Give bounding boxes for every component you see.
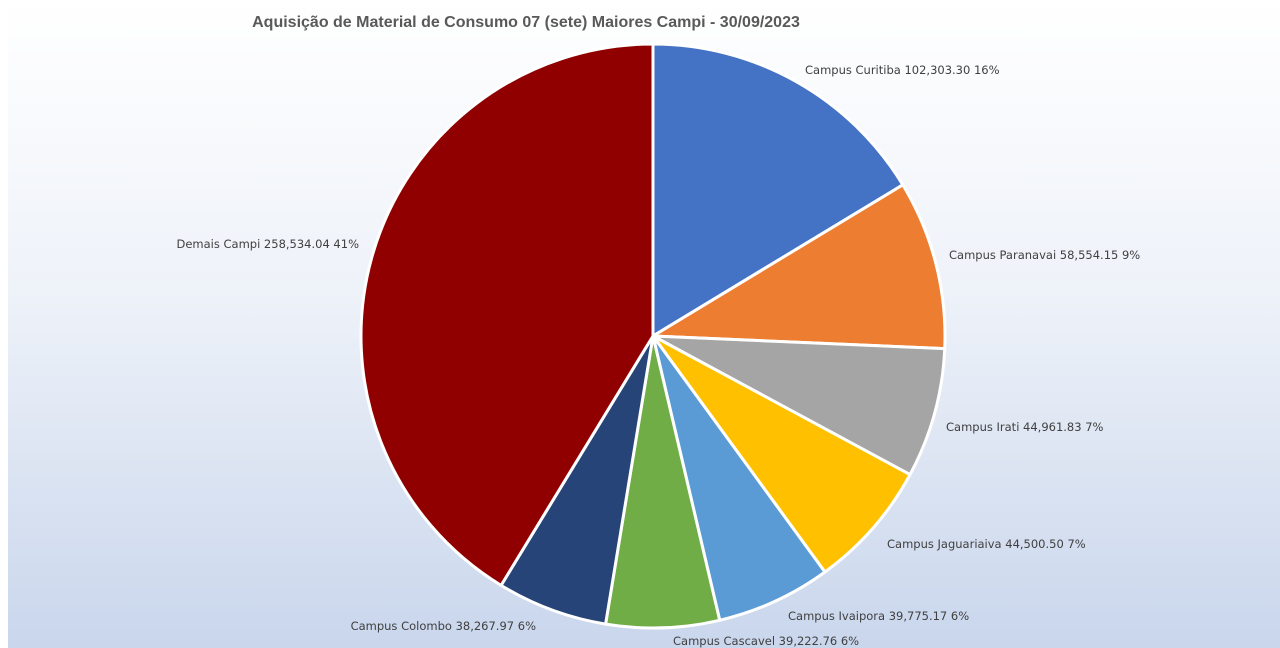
data-label-campus-colombo: Campus Colombo 38,267.97 6% [351, 619, 537, 633]
data-label-campus-jaguariaiva: Campus Jaguariaiva 44,500.50 7% [887, 537, 1086, 551]
chart-title: Aquisição de Material de Consumo 07 (set… [252, 14, 800, 31]
pie-chart: Campus Curitiba 102,303.30 16% Campus Par… [176, 42, 1140, 648]
pie-slice-campus-cascavel [604, 334, 722, 630]
data-label-campus-cascavel: Campus Cascavel 39,222.76 6% [673, 634, 859, 648]
pie-slice-campus-curitiba [651, 42, 905, 338]
data-label-demais-campi: Demais Campi 258,534.04 41% [176, 237, 359, 251]
pie-slice-campus-jaguariaiva [651, 334, 912, 574]
pie-slice-campus-ivaipora [651, 334, 827, 622]
data-label-campus-ivaipora: Campus Ivaipora 39,775.17 6% [788, 609, 969, 623]
pie-slice-campus-irati [651, 334, 947, 477]
pie-slice-campus-paranavai [651, 183, 947, 351]
data-label-campus-irati: Campus Irati 44,961.83 7% [946, 420, 1104, 434]
data-label-campus-curitiba: Campus Curitiba 102,303.30 16% [805, 63, 1000, 77]
data-label-campus-paranavai: Campus Paranavai 58,554.15 9% [949, 248, 1140, 262]
pie-slice-demais-campi [359, 42, 655, 587]
chart-area: Aquisição de Material de Consumo 07 (set… [8, 0, 1280, 648]
